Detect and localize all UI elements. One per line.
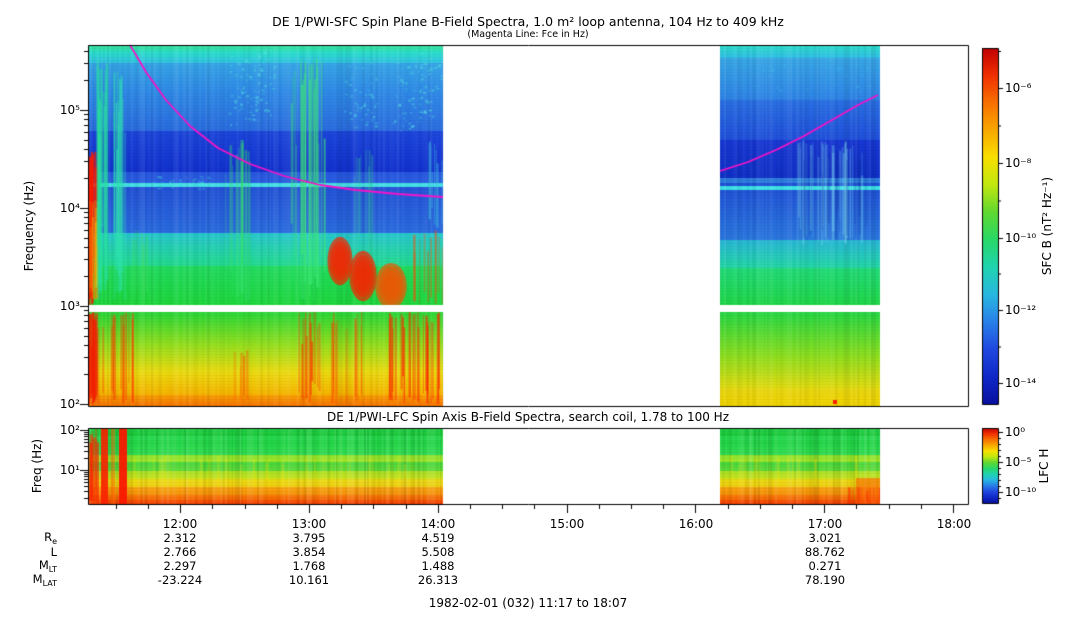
ephemeris-value: 2.766	[163, 545, 197, 559]
ephemeris-value: 88.762	[804, 545, 846, 559]
ephemeris-value: 1.488	[421, 559, 455, 573]
ephemeris-value: -23.224	[157, 573, 203, 587]
ephemeris-row-label: L	[50, 545, 57, 559]
ephemeris-value: 26.313	[417, 573, 459, 587]
sfc-y-tick-label: 10²	[59, 397, 80, 411]
sfc-colorbar-tick-label: 10⁻¹²	[1005, 303, 1037, 317]
ephemeris-value: 2.297	[163, 559, 197, 573]
ephemeris-row-label: Re	[44, 529, 57, 547]
sfc-colorbar-tick-label: 10⁻¹⁴	[1005, 376, 1037, 390]
date-range-footer: 1982-02-01 (032) 11:17 to 18:07	[428, 596, 628, 610]
ephemeris-value: 78.190	[804, 573, 846, 587]
ephemeris-value: 10.161	[288, 573, 330, 587]
ephemeris-value: 3.854	[292, 545, 326, 559]
x-axis-hour-label: 14:00	[420, 517, 456, 531]
x-axis-hour-label: 17:00	[807, 517, 843, 531]
ephemeris-value: 5.508	[421, 545, 455, 559]
lfc-y-axis-label: Freq (Hz)	[30, 438, 44, 494]
lfc-y-tick-label: 10¹	[59, 463, 80, 477]
x-axis-hour-label: 18:00	[936, 517, 972, 531]
ephemeris-row-label: MLAT	[32, 571, 57, 589]
sfc-panel-title: DE 1/PWI-SFC Spin Plane B-Field Spectra,…	[272, 14, 784, 29]
sfc-colorbar-tick-label: 10⁻⁸	[1005, 156, 1032, 170]
ephemeris-value: 3.021	[808, 531, 842, 545]
lfc-colorbar-tick-label: 10⁻⁵	[1005, 455, 1032, 469]
sfc-y-axis-label: Frequency (Hz)	[22, 180, 36, 272]
x-axis-hour-label: 12:00	[162, 517, 198, 531]
lfc-colorbar-tick-label: 10⁻¹⁰	[1005, 485, 1037, 499]
x-axis-hour-label: 13:00	[291, 517, 327, 531]
x-axis-hour-label: 15:00	[549, 517, 585, 531]
lfc-y-tick-label: 10²	[59, 423, 80, 437]
lfc-colorbar-label: LFC H	[1037, 448, 1051, 484]
sfc-colorbar-label: SFC B (nT² Hz⁻¹)	[1040, 176, 1054, 276]
sfc-colorbar-tick-label: 10⁻¹⁰	[1005, 231, 1037, 245]
lfc-panel-title: DE 1/PWI-LFC Spin Axis B-Field Spectra, …	[326, 410, 730, 424]
lfc-colorbar-tick-label: 10⁰	[1005, 425, 1026, 439]
ephemeris-value: 0.271	[808, 559, 842, 573]
x-axis-hour-label: 16:00	[678, 517, 714, 531]
ephemeris-value: 4.519	[421, 531, 455, 545]
sfc-y-tick-label: 10⁴	[59, 201, 80, 215]
ephemeris-value: 3.795	[292, 531, 326, 545]
ephemeris-value: 2.312	[163, 531, 197, 545]
sfc-colorbar-tick-label: 10⁻⁶	[1005, 81, 1032, 95]
sfc-y-tick-label: 10⁵	[59, 103, 80, 117]
sfc-panel-subtitle: (Magenta Line: Fce in Hz)	[467, 29, 589, 40]
ephemeris-value: 1.768	[292, 559, 326, 573]
ephemeris-row-label: MLT	[38, 557, 57, 575]
sfc-y-tick-label: 10³	[59, 299, 80, 313]
